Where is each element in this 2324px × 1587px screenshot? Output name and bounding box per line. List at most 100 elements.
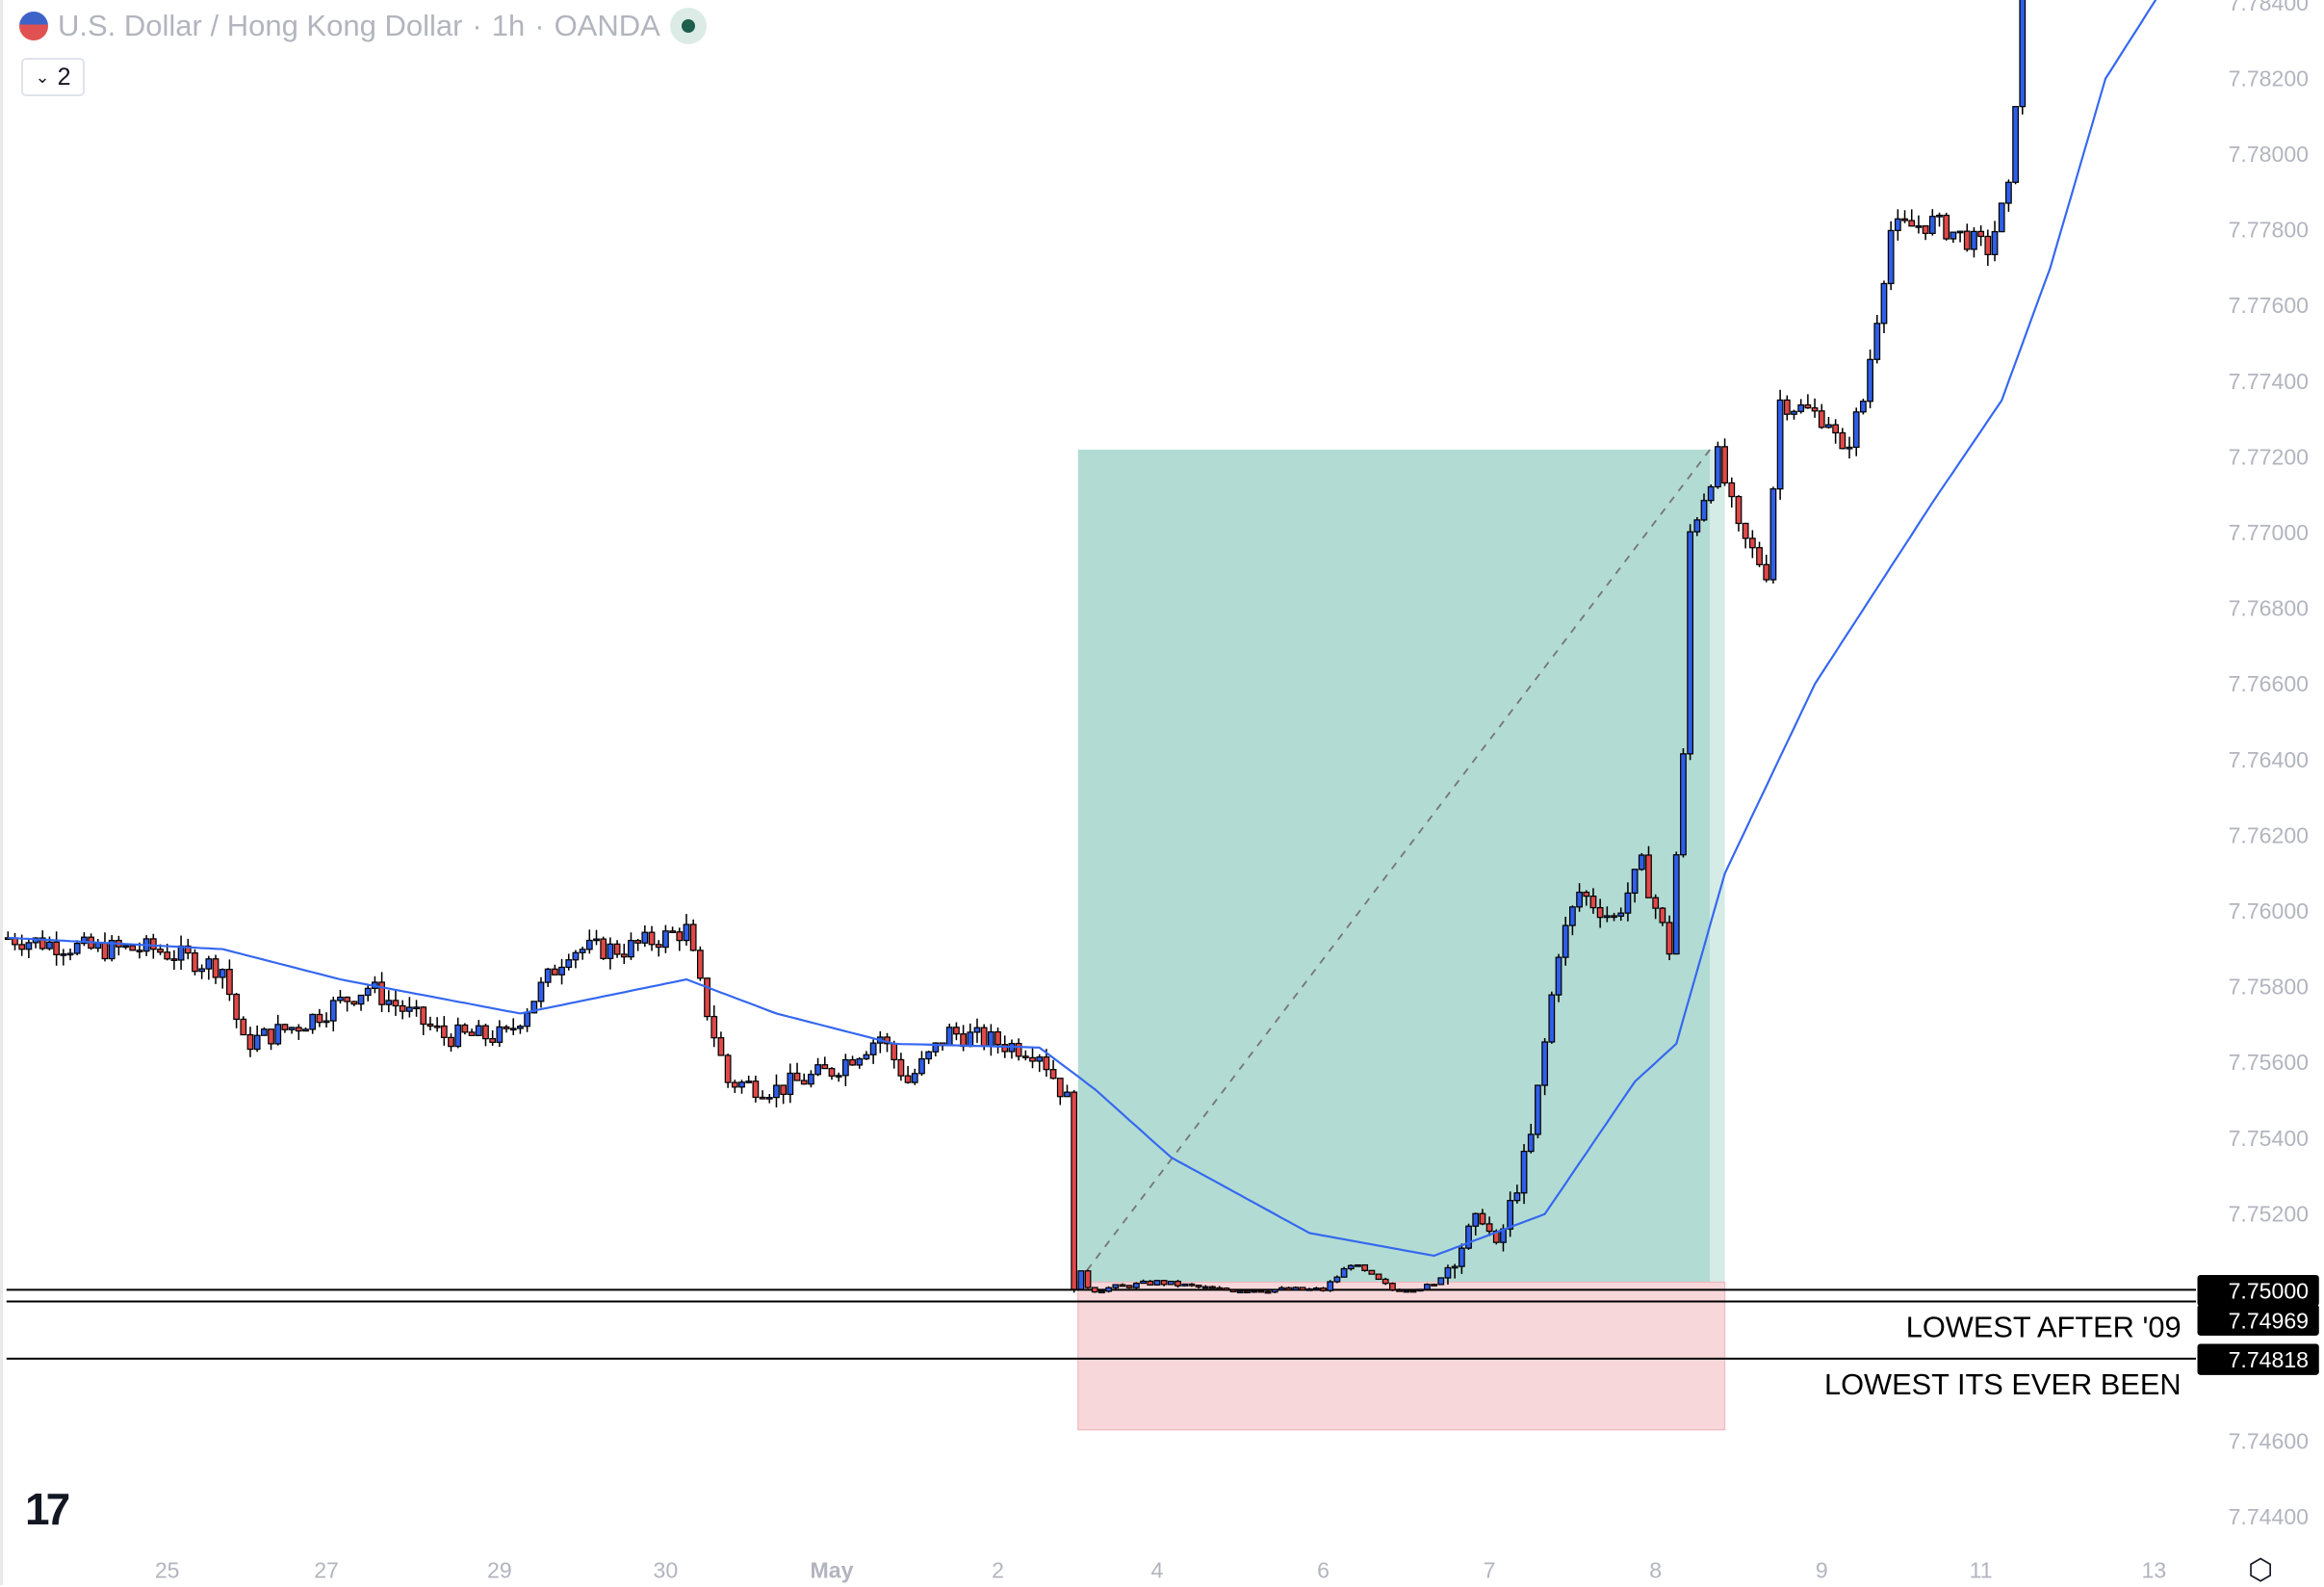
candle <box>81 931 88 947</box>
candle-body <box>1507 1200 1514 1230</box>
candle <box>405 997 413 1018</box>
candle-body <box>1285 1287 1292 1290</box>
candle-body <box>1049 1069 1057 1080</box>
candle-body <box>1700 500 1708 521</box>
candle <box>1160 1280 1168 1287</box>
candle-body <box>1555 956 1562 996</box>
candle <box>1611 912 1617 922</box>
candle-body <box>1887 229 1895 285</box>
candle <box>1776 389 1784 501</box>
candle <box>413 1000 420 1017</box>
candle-body <box>613 943 621 955</box>
candle-body <box>1479 1212 1486 1225</box>
price-label-text: 7.74818 <box>2229 1347 2309 1372</box>
candle-body <box>1056 1078 1064 1098</box>
candle-body <box>1763 563 1770 581</box>
candle-body <box>904 1075 912 1083</box>
candle-body <box>1077 1270 1085 1290</box>
candle-body <box>1873 323 1881 360</box>
candle-body <box>1403 1289 1410 1293</box>
symbol-header[interactable]: U.S. Dollar / Hong Kong Dollar · 1h · OA… <box>19 8 707 44</box>
candle <box>1327 1280 1334 1292</box>
candle-body <box>454 1024 462 1048</box>
candle <box>1375 1273 1382 1281</box>
candle <box>392 989 400 1016</box>
candle <box>1472 1212 1480 1236</box>
candle <box>994 1028 1001 1054</box>
candle <box>1147 1280 1154 1286</box>
candle-body <box>585 939 593 950</box>
horizontal-lines[interactable]: 7.75000 7.74969 7.74818 <box>6 1274 2319 1375</box>
candle-body <box>1437 1277 1445 1286</box>
candle <box>1818 403 1825 429</box>
candle <box>745 1075 753 1083</box>
price-label-text: 7.74969 <box>2229 1308 2309 1333</box>
candle <box>738 1080 745 1094</box>
candle-body <box>281 1024 289 1030</box>
candle-body <box>253 1034 261 1051</box>
interval[interactable]: 1h <box>491 9 526 42</box>
candle-body <box>787 1072 794 1096</box>
symbol-title: U.S. Dollar / Hong Kong Dollar <box>58 9 463 42</box>
candle <box>295 1024 302 1040</box>
candle <box>1264 1290 1272 1294</box>
candle <box>1638 852 1645 872</box>
candle <box>482 1024 489 1047</box>
candle-body <box>136 950 143 952</box>
candle-body <box>2019 0 2027 108</box>
candle <box>1340 1266 1348 1278</box>
candle-body <box>759 1096 766 1100</box>
candle-body <box>1327 1281 1334 1291</box>
candle <box>1077 1270 1085 1290</box>
candle <box>918 1051 925 1077</box>
candle <box>1105 1286 1113 1293</box>
time-axis[interactable]: 25 27 29 30 May 2 4 6 7 8 9 11 13 <box>155 1557 2166 1582</box>
candle-body <box>1416 1288 1424 1292</box>
candle <box>2019 0 2027 115</box>
candle-body <box>987 1030 994 1047</box>
candle <box>108 935 116 962</box>
candle-body <box>1147 1280 1154 1286</box>
candle <box>1950 231 1957 244</box>
candle-body <box>1153 1280 1161 1286</box>
market-status-icon[interactable] <box>669 8 707 44</box>
candle <box>537 976 545 1008</box>
price-tick-label: 7.75800 <box>2229 975 2309 1000</box>
candle <box>1811 398 1819 418</box>
candle <box>1728 477 1736 508</box>
candle <box>1132 1282 1140 1289</box>
candle <box>1873 314 1881 364</box>
indicators-toggle-button[interactable]: ⌄ 2 <box>21 58 85 96</box>
candle <box>1333 1275 1341 1284</box>
candle <box>454 1017 462 1049</box>
candle <box>274 1014 282 1046</box>
candle-body <box>219 969 226 978</box>
tradingview-logo[interactable]: 17 <box>25 1484 70 1534</box>
candle-body <box>198 968 206 973</box>
candle-body <box>1569 906 1576 926</box>
price-axis[interactable]: 7.78400 7.78200 7.78000 7.77800 7.77600 7.774… <box>2229 0 2309 1529</box>
candle-body <box>1451 1265 1459 1269</box>
candle-body <box>1562 924 1569 958</box>
candle-body <box>1333 1276 1341 1283</box>
candle-body <box>1125 1285 1133 1288</box>
candle-body <box>1271 1288 1278 1293</box>
candle <box>46 936 53 951</box>
exchange: OANDA <box>554 9 660 42</box>
candle <box>1617 907 1625 922</box>
candle-body <box>1423 1284 1431 1290</box>
candle-body <box>689 924 697 951</box>
candle <box>1804 394 1812 409</box>
settings-hexagon-icon[interactable]: ⬡ <box>2248 1554 2274 1586</box>
candle <box>1396 1288 1404 1292</box>
candle <box>1852 407 1860 456</box>
candle <box>1008 1039 1016 1059</box>
candle <box>1936 212 1943 227</box>
candle <box>1098 1289 1105 1294</box>
position-tool[interactable] <box>1077 449 1726 1431</box>
candle <box>426 1016 434 1031</box>
candle-body <box>503 1026 510 1029</box>
candle-body <box>1355 1263 1361 1267</box>
candle <box>433 1017 441 1032</box>
